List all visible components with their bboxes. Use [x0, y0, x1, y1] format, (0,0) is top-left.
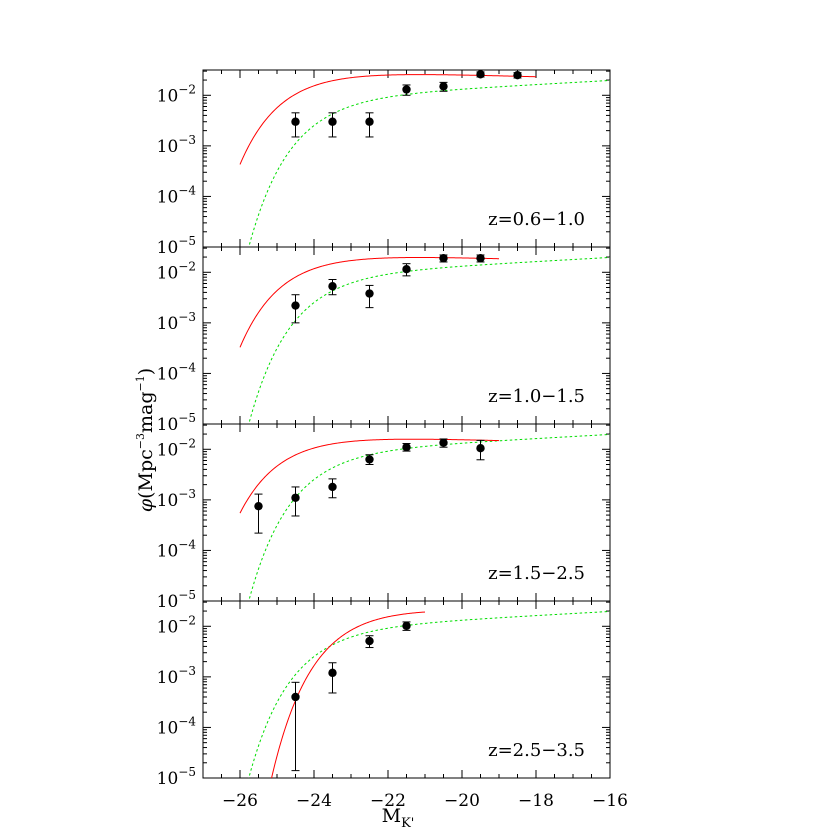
data-point — [439, 438, 448, 448]
panel-3: 10−2 10−3 10−4 10−5 z=1.5−2.5 — [157, 423, 611, 612]
data-point — [291, 681, 300, 772]
data-point — [402, 442, 411, 452]
data-marker — [365, 636, 374, 646]
data-marker — [476, 253, 485, 263]
data-point — [365, 635, 374, 649]
panel-2: 10−2 10−3 10−4 10−5 z=1.0−1.5 — [157, 246, 611, 435]
data-point — [365, 454, 374, 466]
y-tick-label: 10−2 — [157, 259, 196, 283]
data-point — [439, 81, 448, 92]
x-tick-label: −22 — [370, 791, 406, 811]
data-marker — [328, 117, 337, 126]
data-point — [513, 70, 522, 80]
model-curve-green — [248, 433, 610, 601]
y-tick-label: 10−5 — [157, 765, 196, 789]
data-point — [291, 294, 300, 324]
data-marker — [439, 253, 448, 263]
y-tick-label: 10−2 — [157, 613, 196, 637]
x-tick-label: −16 — [592, 791, 628, 811]
data-point — [402, 263, 411, 277]
x-tick-label: −18 — [518, 791, 554, 811]
y-tick-label: 10−3 — [157, 133, 196, 157]
x-tick-label: −26 — [222, 791, 258, 811]
data-point — [439, 253, 448, 263]
model-curve-green — [248, 610, 610, 778]
data-marker — [476, 70, 485, 79]
data-marker — [402, 442, 411, 452]
data-marker — [365, 117, 374, 126]
model-curve-red — [271, 611, 426, 778]
y-tick-label: 10−3 — [157, 664, 196, 688]
data-point — [328, 662, 337, 694]
data-marker — [439, 438, 448, 447]
data-point — [402, 84, 411, 96]
x-tick-label: −24 — [296, 791, 332, 811]
y-tick-label: 10−3 — [157, 310, 196, 334]
x-tick-labels: −26 −24 −22 −20 −18 −16 — [222, 791, 628, 811]
model-curve-green — [248, 79, 610, 247]
data-marker — [439, 82, 448, 91]
model-curve-red — [239, 74, 537, 165]
data-marker — [291, 692, 300, 702]
panel-label: z=2.5−3.5 — [488, 740, 585, 761]
data-marker — [328, 668, 337, 678]
panel-label: z=1.0−1.5 — [488, 386, 585, 407]
data-marker — [291, 493, 300, 502]
y-tick-label: 10−5 — [157, 234, 196, 258]
data-marker — [476, 444, 485, 453]
data-point — [365, 284, 374, 309]
data-marker — [365, 289, 374, 298]
y-tick-label: 10−4 — [157, 714, 197, 738]
panel-label: z=1.5−2.5 — [488, 563, 585, 584]
y-tick-label: 10−2 — [157, 82, 196, 106]
data-marker — [365, 455, 374, 464]
model-curve-red — [239, 438, 500, 514]
data-point — [291, 112, 300, 138]
y-tick-label: 10−4 — [157, 360, 197, 384]
panel-label: z=0.6−1.0 — [488, 209, 585, 230]
x-tick-label: −20 — [444, 791, 480, 811]
y-tick-label: 10−2 — [157, 436, 196, 460]
y-tick-label: 10−4 — [157, 537, 197, 561]
data-point — [365, 112, 374, 138]
data-marker — [328, 282, 337, 291]
y-tick-label: 10−5 — [157, 411, 196, 435]
data-point — [476, 253, 485, 263]
data-marker — [402, 265, 411, 274]
x-axis-label: MK' — [382, 805, 415, 830]
y-tick-label: 10−4 — [157, 183, 197, 207]
data-point — [291, 486, 300, 517]
data-marker — [402, 621, 411, 631]
data-marker — [291, 117, 300, 126]
data-point — [328, 478, 337, 499]
panel-1: 10−2 10−3 10−4 10−5 z=0.6−1.0 — [157, 69, 611, 258]
panels-group: 10−210−310−410−5z=0.6−1.010−210−310−410−… — [157, 69, 611, 789]
y-tick-label: 10−3 — [157, 487, 196, 511]
panel-4: 10−2 10−3 10−4 10−5 z=2.5−3.5 — [157, 600, 611, 789]
data-point — [328, 112, 337, 138]
data-point — [254, 493, 263, 534]
y-axis-label: φ(Mpc−3mag−1) — [134, 368, 157, 512]
data-point — [476, 439, 485, 461]
model-curve-green — [248, 256, 610, 424]
data-point — [328, 279, 337, 296]
model-curve-red — [239, 256, 500, 348]
data-marker — [254, 501, 263, 511]
data-marker — [402, 85, 411, 94]
data-marker — [328, 482, 337, 492]
y-tick-label: 10−5 — [157, 588, 196, 612]
data-marker — [513, 70, 522, 80]
data-point — [476, 70, 485, 79]
data-marker — [291, 301, 300, 310]
data-point — [402, 621, 411, 631]
